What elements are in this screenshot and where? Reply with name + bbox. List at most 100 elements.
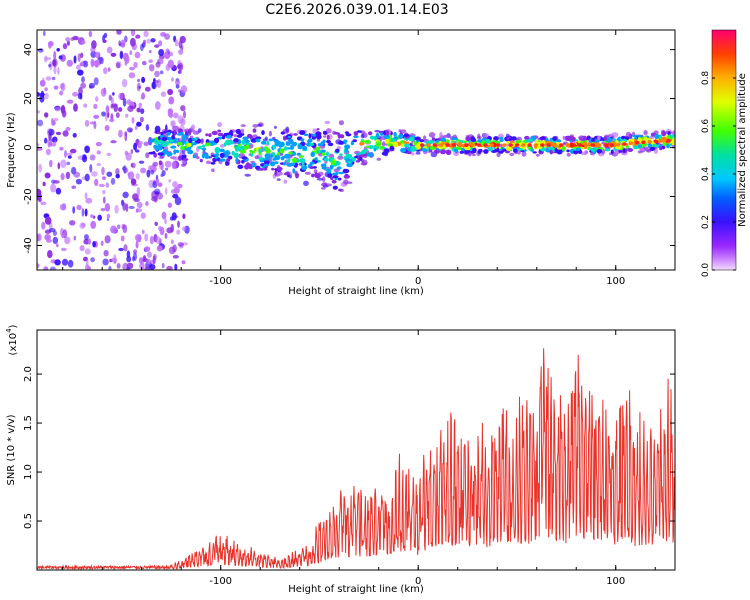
trace-haze-mark [360, 133, 365, 139]
trace-haze-mark [521, 151, 527, 157]
trace-mark [258, 168, 265, 171]
trace-mark [229, 129, 233, 135]
noise-mark [101, 166, 105, 176]
trace-mark [360, 140, 366, 143]
noise-mark [121, 78, 128, 88]
noise-mark [122, 191, 129, 199]
trace-mark [157, 152, 164, 156]
snr-y-axis-label: SNR (10 * v/v) [6, 414, 17, 485]
trace-mark [431, 137, 436, 141]
trace-mark [364, 139, 371, 144]
noise-mark [80, 52, 84, 59]
trace-mark [324, 157, 329, 162]
trace-mark [297, 144, 303, 150]
trace-peak-mark [432, 143, 437, 147]
trace-mark [260, 140, 267, 145]
trace-mark [243, 139, 250, 143]
noise-mark [158, 49, 165, 57]
trace-mark [404, 143, 410, 148]
trace-mark [509, 137, 514, 141]
trace-mark [562, 135, 566, 140]
trace-mark [241, 156, 248, 160]
trace-haze-mark [283, 179, 288, 184]
noise-mark [53, 65, 57, 74]
noise-mark [143, 39, 146, 45]
trace-mark [556, 139, 562, 143]
noise-mark [66, 99, 74, 104]
trace-mark [204, 154, 210, 160]
trace-mark [339, 153, 343, 157]
noise-mark [109, 118, 115, 123]
y-tick-label: -20 [23, 188, 34, 204]
snr-marks [37, 348, 675, 570]
trace-mark [337, 177, 342, 181]
trace-mark [219, 148, 225, 153]
noise-mark [110, 225, 117, 234]
trace-mark [245, 144, 250, 149]
noise-mark [105, 105, 110, 114]
trace-mark [292, 141, 298, 146]
noise-mark [165, 167, 169, 171]
trace-mark [355, 160, 361, 163]
trace-mark [166, 131, 171, 136]
noise-mark [73, 235, 77, 241]
noise-mark [93, 114, 99, 119]
noise-mark [139, 262, 145, 270]
trace-mark [353, 135, 359, 139]
trace-mark [292, 151, 296, 156]
noise-mark [167, 202, 172, 208]
noise-mark [135, 240, 139, 249]
trace-haze-mark [443, 134, 448, 139]
noise-mark [108, 94, 112, 101]
noise-mark [44, 216, 52, 225]
trace-mark [489, 147, 493, 152]
trace-mark [505, 146, 512, 152]
trace-mark [419, 139, 424, 143]
noise-mark [165, 187, 168, 195]
noise-mark [60, 247, 67, 252]
trace-haze-mark [285, 126, 290, 133]
noise-mark [47, 139, 52, 148]
trace-mark [556, 148, 563, 155]
trace-mark [266, 140, 270, 145]
noise-mark [37, 234, 41, 242]
noise-mark [48, 228, 56, 233]
noise-mark [167, 88, 174, 96]
noise-mark [146, 38, 151, 44]
trace-peak-mark [578, 143, 583, 147]
noise-mark [67, 259, 74, 268]
trace-mark [249, 135, 253, 140]
noise-mark [105, 112, 108, 122]
trace-mark [325, 128, 332, 134]
noise-mark [73, 171, 81, 178]
noise-mark [93, 103, 98, 110]
trace-mark [293, 133, 298, 136]
trace-mark [574, 139, 579, 143]
trace-mark [531, 149, 534, 152]
trace-mark [187, 129, 192, 134]
noise-mark [115, 168, 120, 175]
noise-mark [100, 207, 106, 212]
noise-mark [158, 40, 163, 47]
noise-mark [79, 222, 86, 229]
noise-mark [114, 204, 119, 214]
trace-mark [525, 139, 532, 143]
noise-mark [61, 233, 65, 238]
trace-peak-mark [514, 143, 520, 147]
noise-mark [90, 257, 95, 263]
trace-mark [235, 128, 242, 135]
y-tick-label: 2.0 [23, 366, 34, 382]
trace-mark [331, 179, 337, 184]
noise-mark [50, 138, 56, 143]
noise-mark [139, 116, 144, 123]
trace-mark [612, 138, 617, 142]
noise-mark [103, 32, 108, 39]
trace-mark [233, 138, 239, 143]
noise-mark [84, 264, 90, 270]
noise-mark [155, 236, 161, 244]
trace-haze-mark [509, 152, 515, 157]
noise-mark [131, 117, 135, 124]
trace-mark [287, 158, 291, 162]
snr-frame [36, 329, 676, 571]
trace-peak-mark [615, 143, 621, 147]
